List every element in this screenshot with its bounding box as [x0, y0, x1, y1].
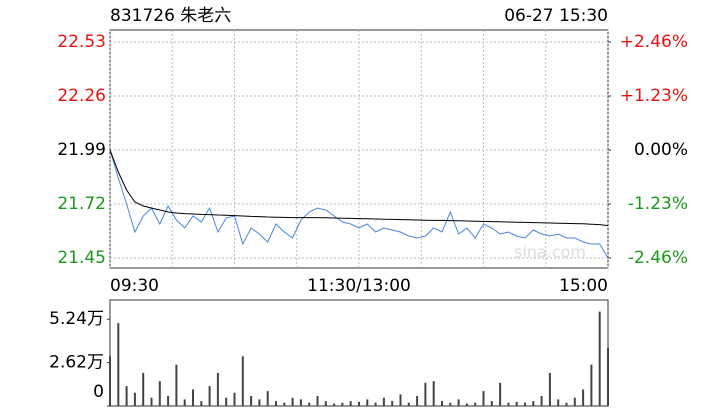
volume-bar — [499, 382, 502, 406]
y-tick-label: 2.62万 — [49, 353, 104, 373]
price-frame — [109, 29, 609, 269]
volume-bar — [457, 399, 460, 406]
volume-bar — [192, 389, 194, 406]
volume-bar — [333, 403, 336, 406]
volume-frame — [109, 299, 609, 407]
volume-bar — [465, 403, 468, 406]
x-tick-label: 09:30 — [110, 276, 159, 296]
volume-bar — [125, 386, 128, 406]
volume-bar — [515, 401, 518, 406]
y2-tick-label: 0.00% — [634, 140, 688, 160]
chart-title: 831726 朱老六 — [110, 6, 231, 26]
volume-bar — [573, 397, 576, 406]
volume-bar — [308, 402, 311, 406]
volume-bar — [416, 396, 419, 406]
volume-bar — [565, 402, 568, 406]
volume-bar — [449, 402, 452, 406]
y-tick-label: 21.72 — [57, 194, 106, 214]
x-tick-label: 11:30/13:00 — [307, 276, 411, 296]
volume-bar — [142, 372, 145, 406]
volume-bar — [366, 399, 369, 406]
volume-bar — [200, 401, 203, 406]
volume-bar — [299, 399, 302, 406]
volume-bar — [399, 394, 402, 406]
volume-bar — [233, 392, 236, 406]
volume-bar — [548, 372, 551, 406]
volume-bar — [324, 401, 327, 406]
volume-bar — [407, 402, 410, 406]
volume-bar — [557, 399, 560, 406]
price-line — [109, 149, 609, 259]
volume-bar — [117, 323, 120, 406]
y-tick-label: 21.99 — [57, 140, 106, 160]
y-tick-label: 5.24万 — [49, 309, 104, 329]
volume-bar — [225, 397, 228, 406]
y2-tick-label: -1.23% — [628, 194, 688, 214]
y-tick-label: 22.53 — [57, 32, 106, 52]
y2-tick-label: +1.23% — [620, 86, 688, 106]
volume-bar — [341, 402, 344, 406]
volume-bar — [607, 348, 609, 406]
volume-bar — [216, 372, 219, 406]
volume-bar — [133, 392, 136, 406]
volume-bar — [109, 356, 111, 406]
y-tick-label: 22.26 — [57, 86, 106, 106]
volume-bar — [582, 389, 585, 406]
volume-bar — [175, 364, 178, 406]
volume-bar — [250, 396, 253, 406]
volume-bar — [266, 391, 269, 406]
volume-bar — [540, 396, 543, 406]
x-tick-label: 15:00 — [559, 276, 608, 296]
volume-bar — [598, 311, 601, 406]
volume-bar — [474, 402, 477, 406]
volume-bar — [167, 396, 170, 406]
volume-bar — [349, 401, 352, 406]
volume-bar — [524, 402, 526, 406]
volume-bar — [507, 402, 510, 406]
volume-bar — [183, 399, 186, 406]
volume-bar — [441, 401, 443, 406]
volume-bar — [158, 381, 161, 406]
chart-datetime: 06-27 15:30 — [504, 6, 608, 26]
volume-bar — [316, 396, 319, 406]
volume-bar — [382, 397, 385, 406]
volume-bar — [258, 399, 261, 406]
volume-bar — [150, 397, 153, 406]
volume-bar — [424, 382, 427, 406]
volume-bar — [283, 402, 286, 406]
volume-bar — [291, 397, 294, 406]
volume-bar — [208, 386, 211, 406]
volume-bar — [532, 401, 535, 406]
volume-bar — [490, 401, 493, 406]
y2-tick-label: -2.46% — [628, 248, 688, 268]
y-tick-label: 21.45 — [57, 248, 106, 268]
volume-bar — [391, 401, 394, 406]
y-tick-label: 0 — [93, 382, 104, 402]
y2-tick-label: +2.46% — [620, 32, 688, 52]
volume-bar — [374, 402, 377, 406]
volume-bar — [275, 401, 277, 406]
volume-bar — [432, 381, 435, 406]
volume-bar — [241, 356, 244, 406]
volume-bar — [358, 401, 360, 406]
volume-bar — [482, 391, 485, 406]
watermark: sina.com — [514, 243, 586, 262]
price-line — [109, 149, 609, 227]
volume-bar — [590, 364, 593, 406]
